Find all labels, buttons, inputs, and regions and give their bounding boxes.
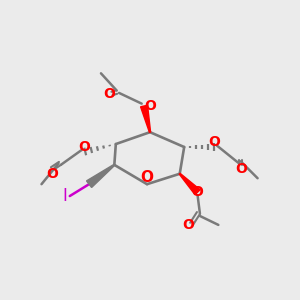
Text: O: O	[192, 185, 203, 199]
Polygon shape	[179, 173, 200, 195]
Polygon shape	[86, 164, 115, 188]
Polygon shape	[141, 105, 151, 132]
Text: O: O	[78, 140, 90, 154]
Text: O: O	[208, 135, 220, 149]
Text: I: I	[62, 187, 67, 205]
Text: O: O	[46, 167, 58, 181]
Text: O: O	[182, 218, 194, 232]
Text: O: O	[144, 99, 156, 113]
Text: O: O	[103, 87, 115, 101]
Text: O: O	[236, 162, 247, 176]
Text: O: O	[140, 170, 154, 185]
